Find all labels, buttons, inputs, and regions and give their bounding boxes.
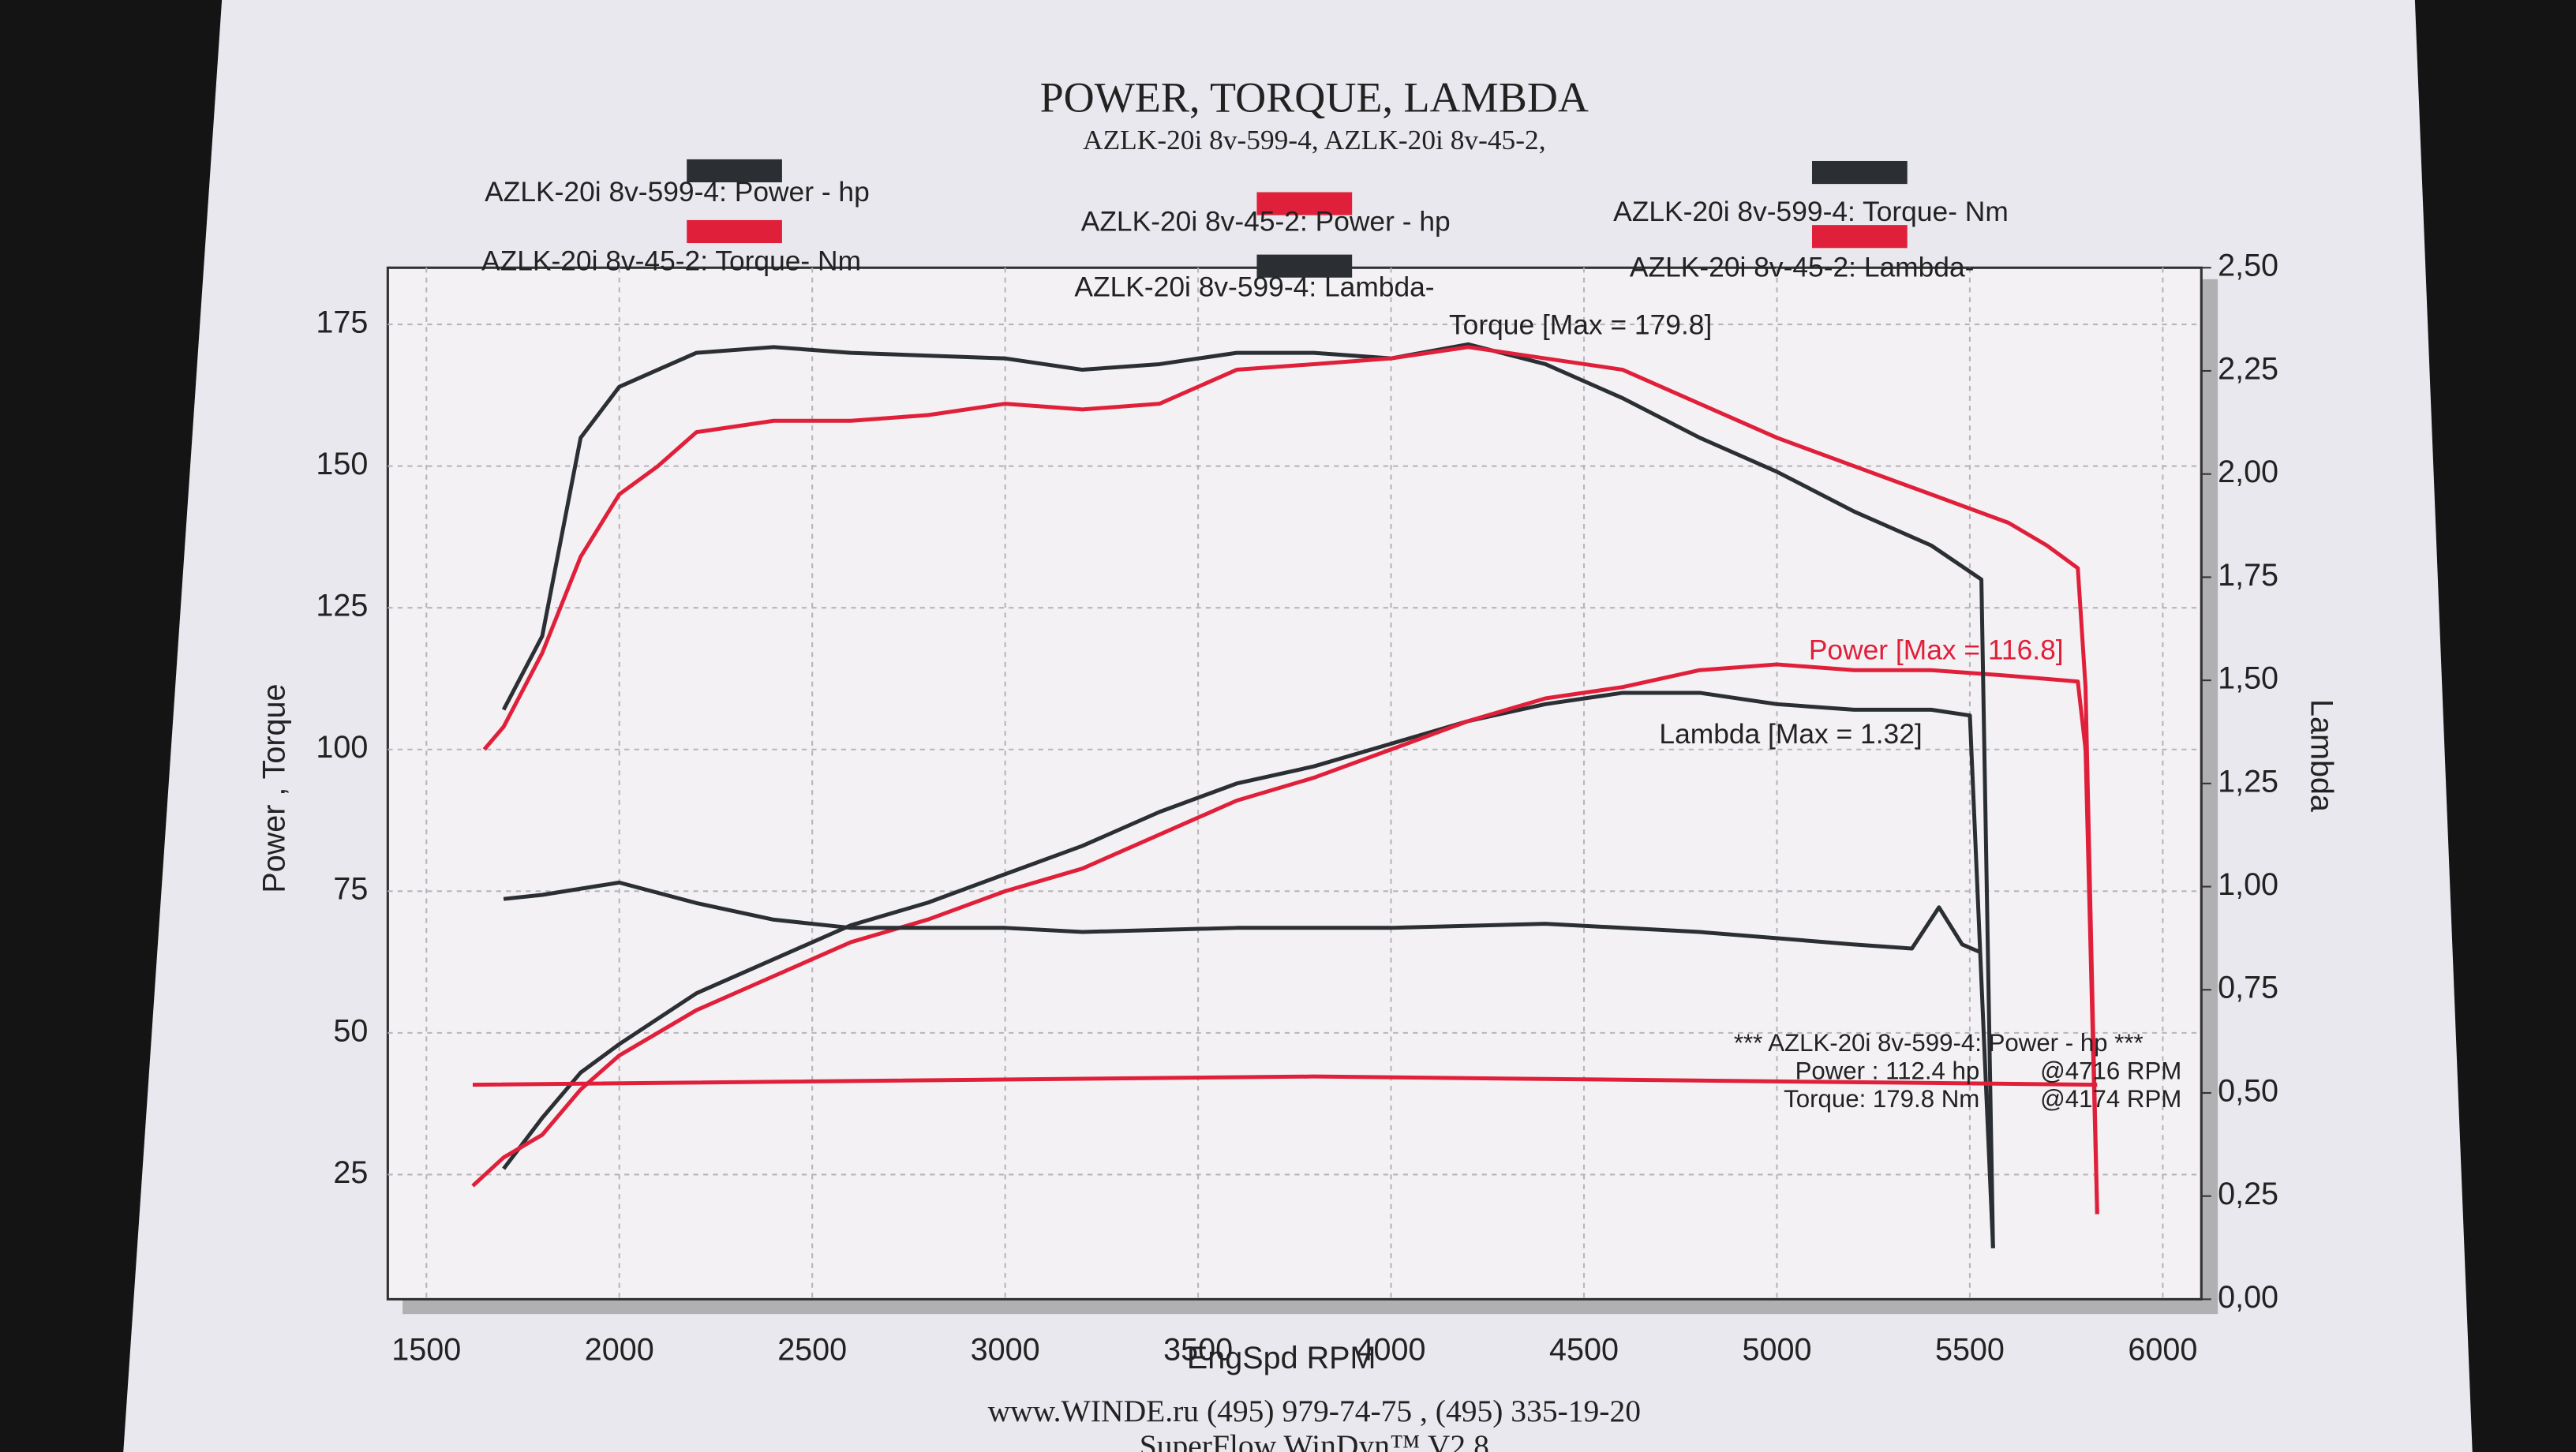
legend-label: AZLK-20i 8v-45-2: Power - hp (1081, 206, 1451, 237)
info-text: @4174 RPM (2040, 1085, 2181, 1113)
y2-tick-label: 2,25 (2218, 351, 2278, 386)
legend-label: AZLK-20i 8v-599-4: Power - hp (485, 177, 870, 208)
legend-swatch (1256, 192, 1353, 215)
y2-tick-label: 2,00 (2218, 455, 2278, 489)
x-axis-label: EngSpd RPM (1187, 1341, 1376, 1375)
info-text: @4716 RPM (2040, 1057, 2181, 1084)
x-tick-label: 5000 (1742, 1332, 1811, 1367)
x-tick-label: 4000 (1357, 1332, 1426, 1367)
legend-label: AZLK-20i 8v-599-4: Torque- Nm (1613, 196, 2009, 227)
legend-label: AZLK-20i 8v-45-2: Torque- Nm (481, 245, 861, 276)
y-tick-label: 100 (316, 730, 368, 765)
legend-swatch (1256, 254, 1353, 278)
y2-tick-label: 1,25 (2218, 764, 2278, 799)
chart-title: POWER, TORQUE, LAMBDA (1040, 73, 1589, 121)
info-text: Power : 112.4 hp (1795, 1057, 1980, 1084)
legend-label: AZLK-20i 8v-45-2: Lambda- (1630, 253, 1975, 283)
chart-subtitle: AZLK-20i 8v-599-4, AZLK-20i 8v-45-2, (1083, 124, 1546, 155)
y2-tick-label: 2,50 (2218, 249, 2278, 283)
legend-swatch (687, 159, 782, 183)
series-line (472, 1074, 2098, 1087)
footer: www.WINDE.ru (495) 979-74-75 , (495) 335… (988, 1394, 1641, 1428)
y2-tick-label: 0,25 (2218, 1177, 2278, 1211)
series-line (482, 345, 2099, 1214)
y-tick-label: 175 (316, 305, 368, 340)
x-tick-label: 3500 (1163, 1332, 1233, 1367)
x-tick-label: 4500 (1549, 1332, 1619, 1367)
y2-tick-label: 0,50 (2218, 1073, 2278, 1108)
y2-tick-label: 1,00 (2218, 867, 2278, 902)
series-line (471, 662, 2099, 1214)
y-tick-label: 75 (333, 872, 368, 907)
y-tick-label: 125 (316, 589, 368, 623)
x-tick-label: 5500 (1935, 1332, 2005, 1367)
legend-swatch (1811, 225, 1908, 249)
x-tick-label: 2500 (777, 1332, 847, 1367)
legend-swatch (687, 219, 782, 244)
series-line (502, 690, 1995, 1248)
y-tick-label: 25 (333, 1155, 368, 1190)
y-tick-label: 50 (333, 1013, 368, 1048)
annotation: Torque [Max = 179.8] (1449, 310, 1712, 341)
x-tick-label: 2000 (585, 1332, 654, 1367)
y2-tick-label: 0,00 (2218, 1280, 2278, 1315)
y-tick-label: 150 (316, 447, 368, 481)
annotation: Power [Max = 116.8] (1809, 635, 2064, 666)
series-line (501, 342, 1995, 1248)
series-line (503, 880, 1983, 955)
info-text: *** AZLK-20i 8v-599-4: Power - hp *** (1734, 1029, 2144, 1057)
x-tick-label: 6000 (2128, 1332, 2197, 1367)
info-text: Torque: 179.8 Nm (1784, 1085, 1979, 1113)
y2-tick-label: 0,75 (2218, 971, 2278, 1005)
footer: SuperFlow WinDyn™ V2.8 (1140, 1428, 1489, 1452)
y2-axis-label: Lambda (2305, 699, 2339, 812)
legend-label: AZLK-20i 8v-599-4: Lambda- (1074, 272, 1434, 303)
y-axis-label: Power , Torque (256, 684, 291, 893)
y2-tick-label: 1,50 (2218, 661, 2278, 696)
legend-swatch (1811, 160, 1908, 185)
annotation: Lambda [Max = 1.32] (1659, 719, 1922, 750)
x-tick-label: 3000 (971, 1332, 1040, 1367)
y2-tick-label: 1,75 (2218, 558, 2278, 593)
x-tick-label: 1500 (391, 1332, 461, 1367)
